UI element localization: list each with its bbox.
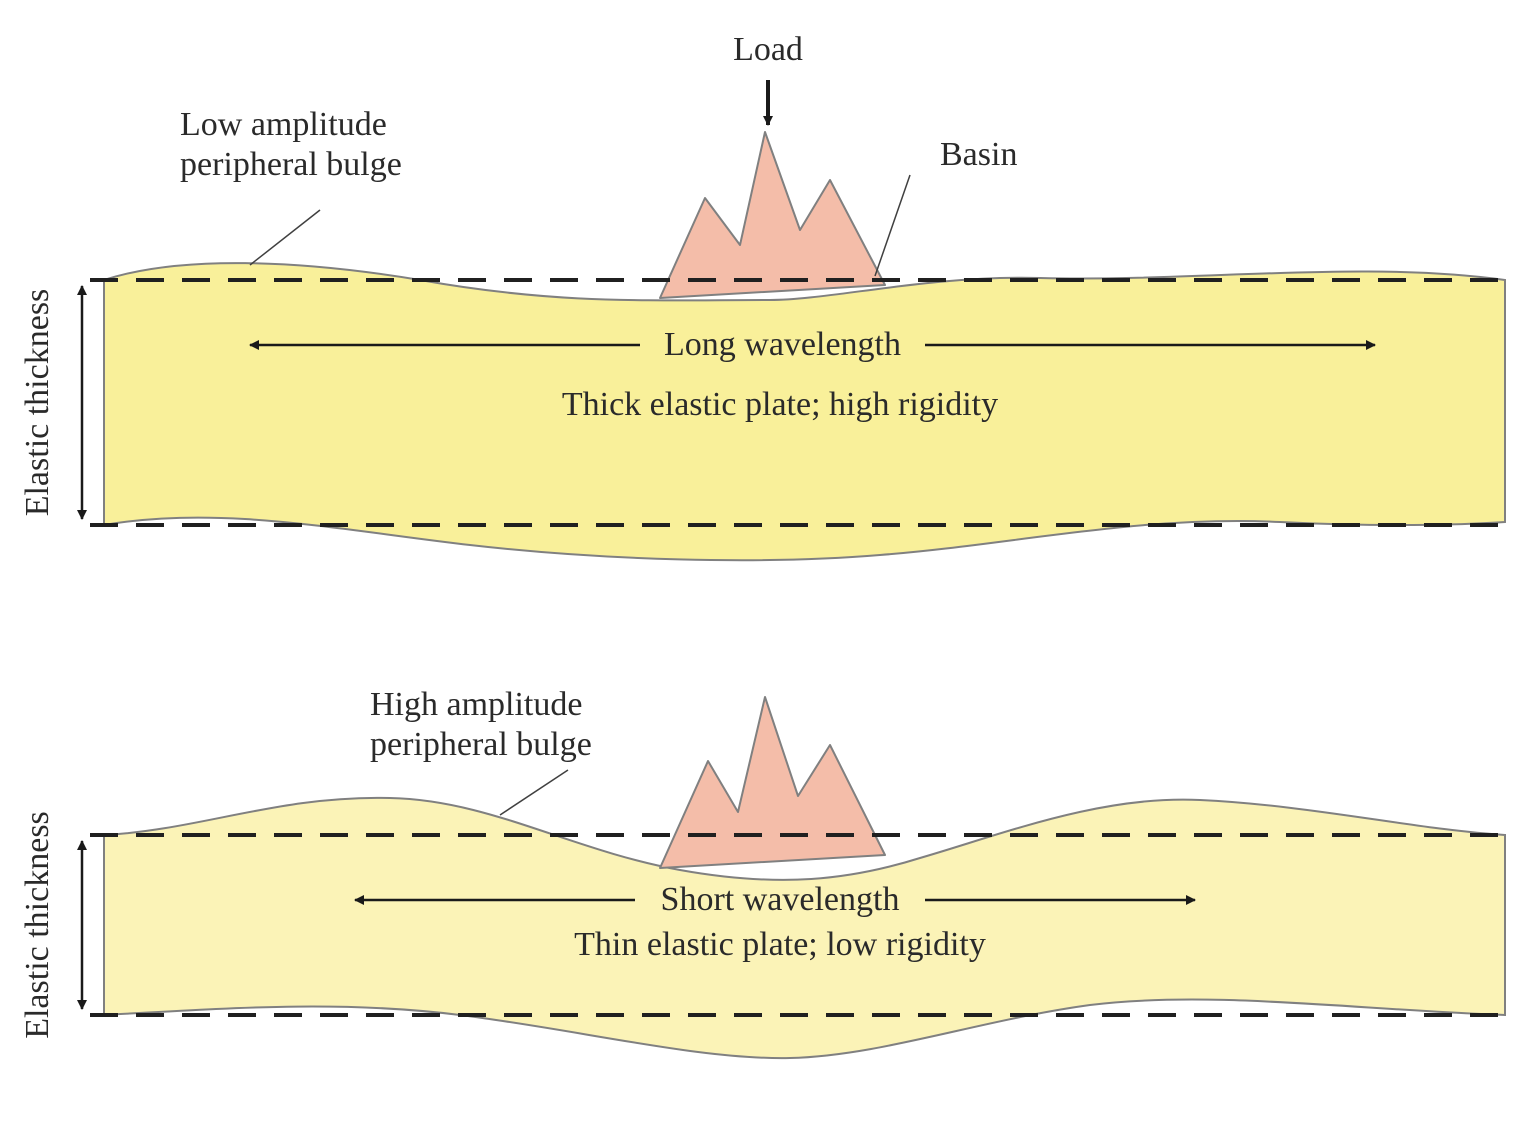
bulge-label-line1: Low amplitude — [180, 106, 387, 143]
thickness-label: Elastic thickness — [19, 289, 56, 517]
leader-line — [875, 175, 910, 276]
bulge-label-line2: peripheral bulge — [180, 146, 402, 183]
bulge-label-line1: High amplitude — [370, 686, 582, 723]
wavelength-label: Long wavelength — [664, 326, 901, 363]
plate-description: Thick elastic plate; high rigidity — [562, 386, 998, 423]
thickness-label: Elastic thickness — [19, 811, 56, 1039]
leader-line — [250, 210, 320, 265]
load-label: Load — [733, 31, 803, 68]
leader-line — [500, 770, 568, 815]
load-mountain-icon — [660, 132, 885, 298]
bulge-label-line2: peripheral bulge — [370, 726, 592, 763]
load-mountain-icon — [660, 697, 885, 868]
wavelength-label: Short wavelength — [661, 881, 900, 918]
basin-label: Basin — [940, 136, 1017, 173]
plate-description: Thin elastic plate; low rigidity — [574, 926, 986, 963]
